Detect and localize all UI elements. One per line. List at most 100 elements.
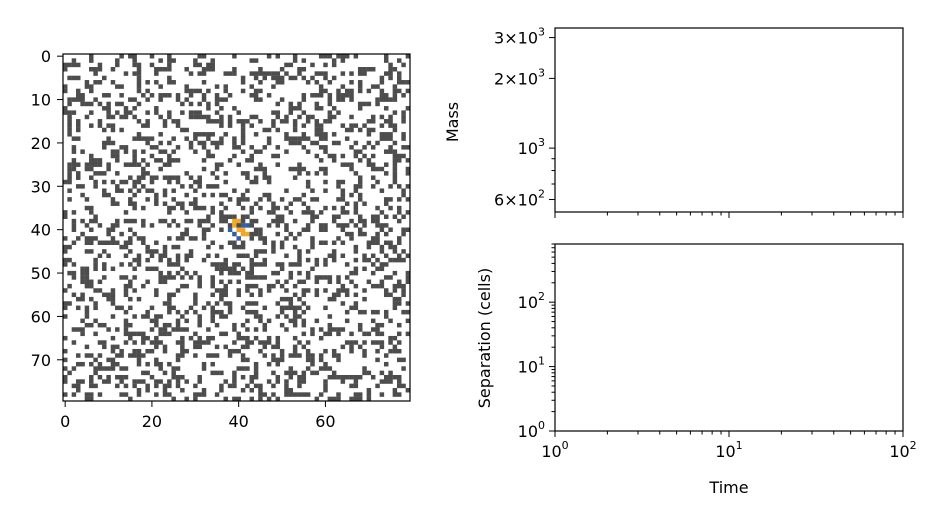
occupied-cell [162,149,168,154]
occupied-cell [327,153,333,159]
occupied-cell [266,379,272,384]
occupied-cell [323,223,328,228]
occupied-cell [84,396,90,402]
occupied-cell [240,244,246,250]
occupied-cell [63,335,68,341]
occupied-cell [396,257,402,263]
occupied-cell [327,396,333,402]
occupied-cell [123,114,129,120]
occupied-cell [340,223,346,228]
occupied-cell [119,348,124,354]
occupied-cell [318,71,324,76]
occupied-cell [349,270,354,276]
occupied-cell [292,218,298,224]
occupied-cell [245,253,250,259]
occupied-cell [271,357,276,363]
occupied-cell [219,262,224,267]
occupied-cell [136,119,142,124]
occupied-cell [102,140,107,146]
occupied-cell [253,253,259,259]
occupied-cell [396,357,402,363]
occupied-cell [123,149,129,154]
occupied-cell [245,318,250,324]
occupied-cell [253,366,259,371]
occupied-cell [284,370,289,376]
occupied-cell [240,132,246,137]
occupied-cell [310,244,315,250]
occupied-cell [214,93,220,98]
occupied-cell [301,279,307,285]
occupied-cell [206,184,211,189]
occupied-cell [349,114,354,120]
occupied-cell [71,58,77,63]
occupied-cell [375,231,380,237]
occupied-cell [132,353,137,358]
occupied-cell [340,210,346,215]
occupied-cell [106,227,111,232]
occupied-cell [162,331,168,337]
occupied-cell [84,240,90,245]
occupied-cell [119,93,124,98]
occupied-cell [219,314,224,319]
occupied-cell [271,353,276,358]
occupied-cell [193,396,198,402]
occupied-cell [162,370,168,376]
occupied-cell [258,348,263,354]
occupied-cell [266,136,272,141]
occupied-cell [401,119,406,124]
occupied-cell [349,71,354,76]
occupied-cell [145,88,150,94]
occupied-cell [375,357,380,363]
occupied-cell [158,97,163,102]
occupied-cell [279,244,285,250]
occupied-cell [180,236,185,241]
occupied-cell [396,283,402,289]
occupied-cell [401,383,406,389]
occupied-cell [167,379,172,384]
occupied-cell [383,353,389,358]
occupied-cell [115,201,120,206]
occupied-cell [249,262,254,267]
occupied-cell [210,314,215,319]
occupied-cell [89,205,94,211]
occupied-cell [197,335,202,341]
occupied-cell [305,223,311,228]
occupied-cell [128,197,133,202]
occupied-cell [219,331,224,337]
occupied-cell [197,379,202,384]
occupied-cell [292,136,298,141]
occupied-cell [80,327,85,332]
occupied-cell [167,257,172,263]
occupied-cell [323,262,328,267]
occupied-cell [167,205,172,211]
occupied-cell [336,292,341,298]
occupied-cell [71,97,77,102]
occupied-cell [366,158,372,163]
occupied-cell [392,348,398,354]
occupied-cell [84,279,90,285]
occupied-cell [349,344,354,350]
occupied-cell [240,253,246,259]
occupied-cell [388,75,393,81]
occupied-cell [288,296,294,302]
occupied-cell [76,327,81,332]
occupied-cell [349,97,354,102]
occupied-cell [401,214,406,219]
occupied-cell [80,192,85,198]
occupied-cell [375,309,380,315]
occupied-cell [84,309,90,315]
occupied-cell [310,214,315,219]
particle-cell [232,231,237,237]
occupied-cell [188,110,194,115]
occupied-cell [158,331,163,337]
occupied-cell [258,387,263,393]
occupied-cell [145,171,150,176]
occupied-cell [128,279,133,285]
occupied-cell [141,335,146,341]
occupied-cell [123,179,129,185]
occupied-cell [392,179,398,185]
occupied-cell [184,192,189,198]
occupied-cell [132,179,137,185]
occupied-cell [89,158,94,163]
occupied-cell [258,88,263,94]
